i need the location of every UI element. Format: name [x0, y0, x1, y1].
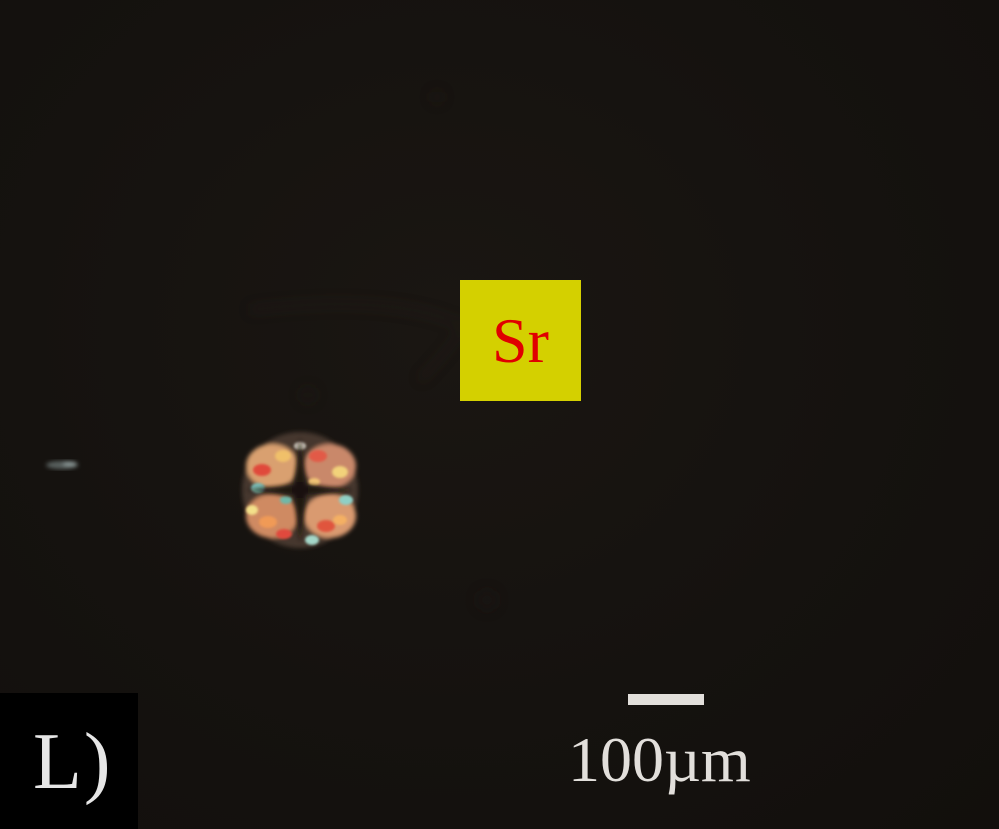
- scale-bar: [628, 694, 704, 705]
- panel-label-box: [0, 693, 138, 829]
- scale-bar-label: 100µm: [568, 724, 751, 795]
- element-label-text: Sr: [492, 304, 549, 376]
- left-crystal-fragment: [46, 461, 78, 469]
- spherulite-crystal: [230, 420, 370, 560]
- element-label-sr: Sr: [460, 280, 581, 401]
- panel-label: L): [33, 718, 113, 806]
